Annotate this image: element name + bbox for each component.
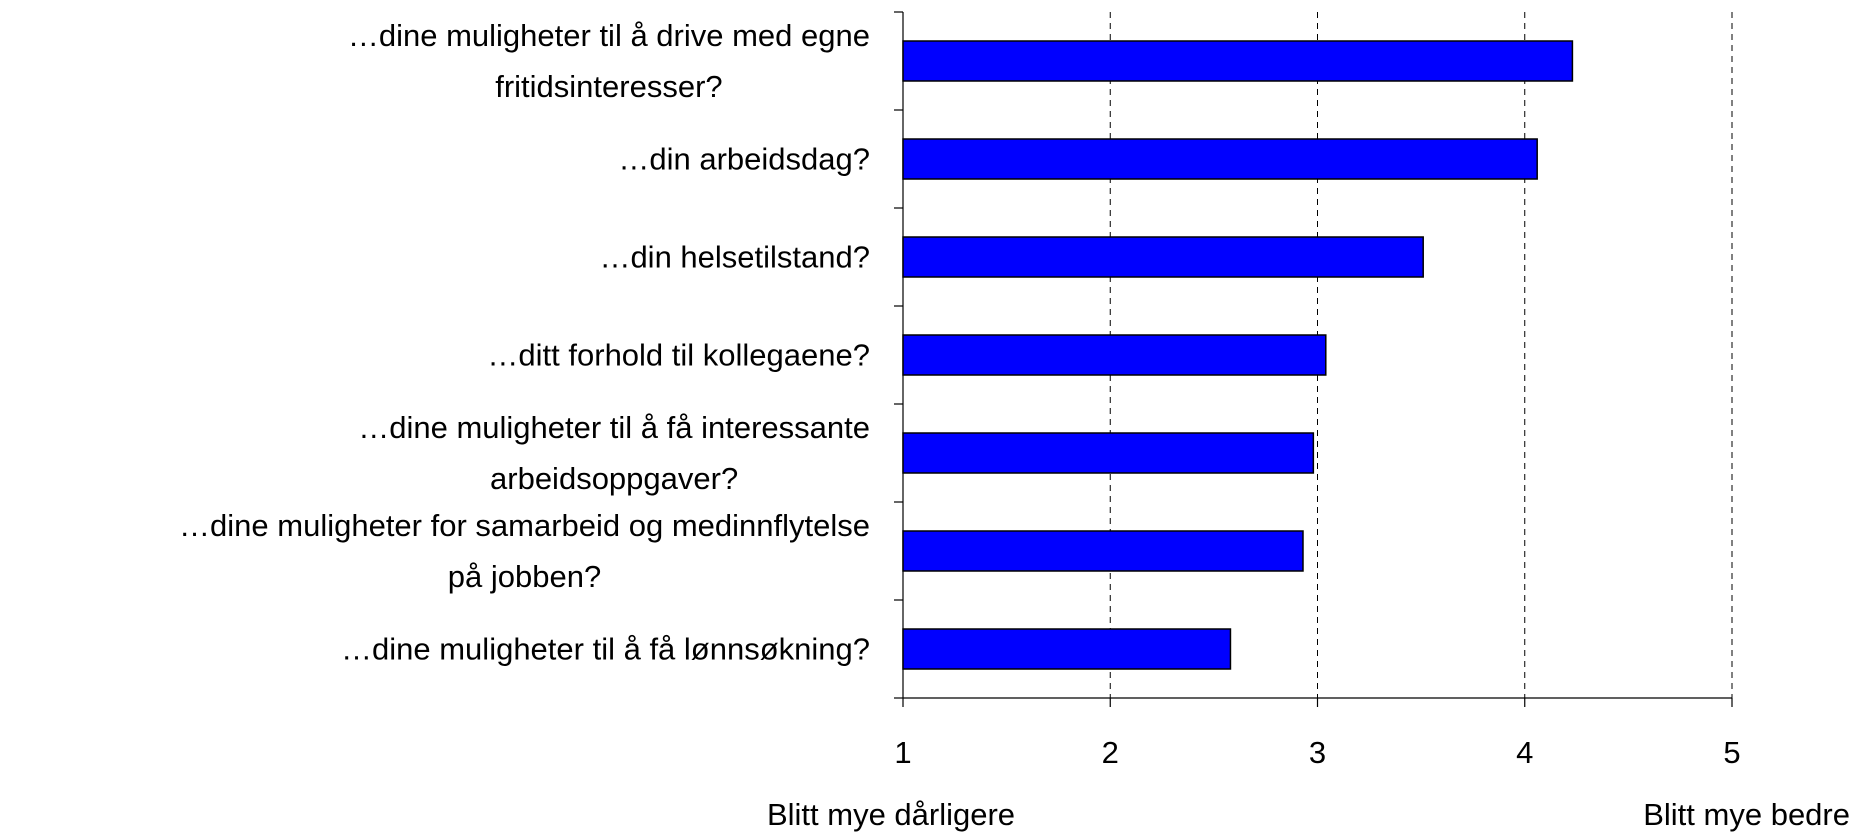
category-label: …ditt forhold til kollegaene?: [487, 337, 870, 373]
category-label: …dine muligheter til å få lønnsøkning?: [341, 631, 870, 667]
bar: [902, 432, 1315, 474]
bar: [902, 334, 1327, 376]
x-tick-label: 1: [894, 735, 911, 770]
category-label: …din arbeidsdag?: [618, 141, 870, 177]
category-label: …din helsetilstand?: [599, 239, 870, 275]
x-tick-label: 4: [1516, 735, 1533, 770]
x-high-label: Blitt mye bedre: [1643, 797, 1850, 832]
x-low-label: Blitt mye dårligere: [767, 797, 1015, 832]
bar: [902, 530, 1304, 572]
bar: [902, 628, 1232, 670]
bar: [902, 236, 1424, 278]
category-label: …dine muligheter til å drive med egne fr…: [347, 18, 870, 104]
bar: [902, 138, 1538, 180]
category-label: …dine muligheter til å få interessante a…: [358, 410, 870, 496]
x-tick-label: 3: [1309, 735, 1326, 770]
category-label: …dine muligheter for samarbeid og medinn…: [179, 508, 870, 594]
x-tick-label: 2: [1102, 735, 1119, 770]
bar: [902, 40, 1574, 82]
x-tick-label: 5: [1723, 735, 1740, 770]
